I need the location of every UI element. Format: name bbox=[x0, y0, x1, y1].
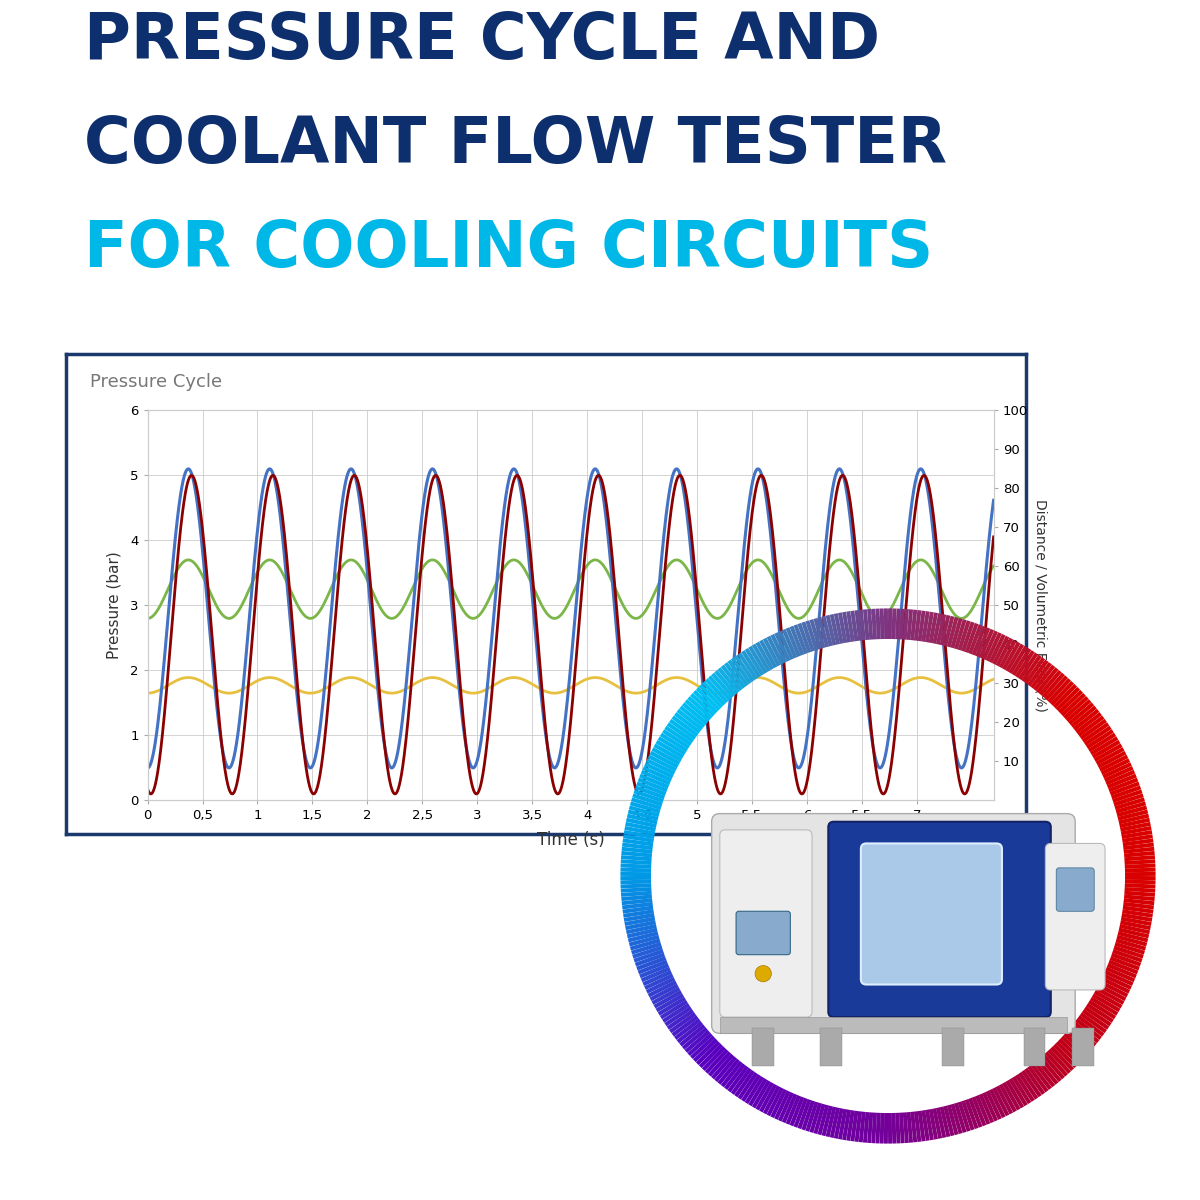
Bar bbox=[1073, 1028, 1094, 1066]
Y-axis label: Pressure (bar): Pressure (bar) bbox=[107, 552, 121, 659]
FancyBboxPatch shape bbox=[860, 844, 1002, 984]
FancyBboxPatch shape bbox=[1056, 868, 1094, 911]
FancyBboxPatch shape bbox=[828, 822, 1051, 1018]
FancyBboxPatch shape bbox=[1045, 844, 1105, 990]
Text: Pressure Cycle: Pressure Cycle bbox=[90, 373, 222, 391]
FancyBboxPatch shape bbox=[712, 814, 1075, 1033]
Text: COOLANT FLOW TESTER: COOLANT FLOW TESTER bbox=[84, 114, 947, 176]
Y-axis label: Distance / Volumetric Flow (%): Distance / Volumetric Flow (%) bbox=[1033, 499, 1048, 712]
X-axis label: Time (s): Time (s) bbox=[536, 830, 605, 848]
Bar bbox=[820, 1028, 842, 1066]
Circle shape bbox=[755, 966, 772, 982]
Bar bbox=[942, 1028, 964, 1066]
Bar bbox=[720, 1018, 1067, 1033]
Bar bbox=[752, 1028, 774, 1066]
FancyBboxPatch shape bbox=[736, 911, 791, 955]
Text: FOR COOLING CIRCUITS: FOR COOLING CIRCUITS bbox=[84, 218, 934, 281]
Bar bbox=[1024, 1028, 1045, 1066]
FancyBboxPatch shape bbox=[720, 830, 812, 1018]
Text: PRESSURE CYCLE AND: PRESSURE CYCLE AND bbox=[84, 10, 880, 72]
